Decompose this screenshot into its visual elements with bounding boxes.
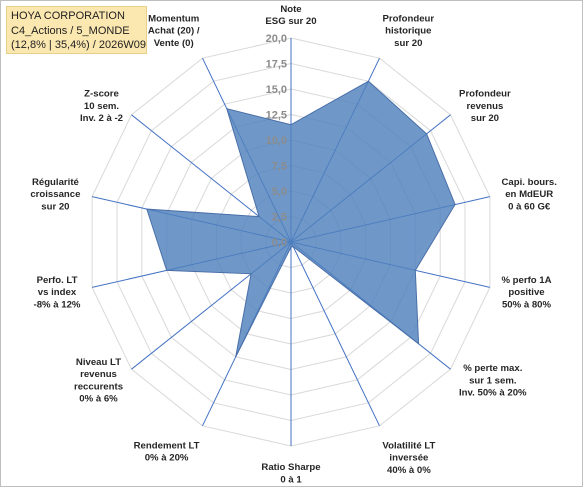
axis-label-line: en MdEUR xyxy=(505,189,553,200)
axis-label-line: vs index xyxy=(38,287,77,298)
axis-label: Ratio Sharpe 0 à 1 xyxy=(261,462,320,485)
series-area xyxy=(146,80,456,358)
axis-label: Volatilité LT inversée 40% à 0% xyxy=(382,440,435,475)
chart-title-line-2: C4_Actions / 5_MONDE xyxy=(11,24,130,37)
axis-label-line: revenus xyxy=(467,101,504,112)
axis-label-line: inversée xyxy=(389,453,428,464)
axis-label-line: Achat (20) / xyxy=(148,26,200,37)
axis-label: Perfo. LT vs index -8% à 12% xyxy=(34,275,81,310)
axis-label-line: Niveau LT xyxy=(76,357,121,368)
axis-label-line: % perfo 1A xyxy=(501,275,551,286)
axis-label: Capi. bours. en MdEUR 0 à 60 G€ xyxy=(501,177,556,212)
axis-label-line: ESG sur 20 xyxy=(265,16,316,27)
axis-label-line: Régularité xyxy=(32,177,79,188)
axis-label-line: -8% à 12% xyxy=(34,299,81,310)
axis-label-line: 10 sem. xyxy=(84,101,119,112)
axis-label-line: sur 20 xyxy=(41,201,69,212)
axis-label-line: Rendement LT xyxy=(134,440,200,451)
tick-label: 0,0 xyxy=(272,237,287,249)
axis-label-line: Momentum xyxy=(148,13,199,24)
chart-title-line-3: (12,8% | 35,4%) / 2026W09 xyxy=(11,39,146,51)
axis-label: Rendement LT 0% à 20% xyxy=(134,440,200,463)
axis-label-line: Note xyxy=(280,4,301,15)
chart-title-line-1: HOYA CORPORATION xyxy=(11,10,125,22)
axis-label-line: positive xyxy=(508,287,544,298)
tick-label: 15,0 xyxy=(266,84,287,96)
axis-label-line: sur 20 xyxy=(394,38,422,49)
axis-label-line: 40% à 0% xyxy=(387,465,431,476)
tick-label: 2,5 xyxy=(272,212,287,224)
axis-label-line: sur 1 sem. xyxy=(469,375,516,386)
axis-label: Profondeur revenus sur 20 xyxy=(459,89,511,124)
axis-label-line: Profondeur xyxy=(459,89,511,100)
series-layer xyxy=(146,80,456,358)
tick-layer: 0,0 2,5 5,0 7,5 10,0 12,5 15,0 17,5 20,0 xyxy=(266,33,287,249)
tick-label: 17,5 xyxy=(266,59,287,71)
axis-label: Profondeur historique sur 20 xyxy=(382,13,434,48)
axis-label-line: revenus xyxy=(80,369,117,380)
axis-label: % perte max. sur 1 sem. Inv. 50% à 20% xyxy=(459,363,527,398)
tick-label: 10,0 xyxy=(266,135,287,147)
axis-label-line: Ratio Sharpe xyxy=(261,462,320,473)
axis-spoke xyxy=(290,241,380,427)
axis-label-line: Inv. 2 à -2 xyxy=(80,113,123,124)
axis-label-line: 0 à 60 G€ xyxy=(508,201,551,212)
axis-label-line: Profondeur xyxy=(382,13,434,24)
axis-label: Régularité croissance sur 20 xyxy=(30,177,80,212)
axis-label-line: reccurents xyxy=(74,381,123,392)
axis-label-line: historique xyxy=(385,26,431,37)
axis-label: Momentum Achat (20) / Vente (0) xyxy=(148,13,200,48)
axis-label-line: 0 à 1 xyxy=(280,474,302,485)
axis-label-line: Capi. bours. xyxy=(501,177,556,188)
tick-label: 20,0 xyxy=(266,33,287,45)
chart-title-box: HOYA CORPORATION C4_Actions / 5_MONDE (1… xyxy=(6,6,147,54)
axis-label-line: Z-score xyxy=(84,89,119,100)
axis-label-line: croissance xyxy=(30,189,80,200)
axis-label-line: 0% à 20% xyxy=(145,453,189,464)
axis-label-line: % perte max. xyxy=(463,363,522,374)
axis-label-line: 50% à 80% xyxy=(502,299,552,310)
axis-label: Note ESG sur 20 xyxy=(265,4,316,27)
tick-label: 7,5 xyxy=(272,161,287,173)
axis-label-line: Perfo. LT xyxy=(37,275,78,286)
axis-label-line: 0% à 6% xyxy=(79,394,118,405)
axis-label-line: sur 20 xyxy=(471,113,499,124)
axis-label-line: Vente (0) xyxy=(154,38,194,49)
axis-label: Niveau LT revenus reccurents 0% à 6% xyxy=(74,357,123,405)
axis-label: Z-score 10 sem. Inv. 2 à -2 xyxy=(80,89,123,124)
axis-label-line: Volatilité LT xyxy=(382,440,435,451)
label-layer: Note ESG sur 20 Profondeur historique sur 20… xyxy=(30,4,557,486)
tick-label: 12,5 xyxy=(266,110,287,122)
axis-label-line: Inv. 50% à 20% xyxy=(459,388,527,399)
tick-label: 5,0 xyxy=(272,186,287,198)
axis-label: % perfo 1A positive 50% à 80% xyxy=(501,275,551,310)
